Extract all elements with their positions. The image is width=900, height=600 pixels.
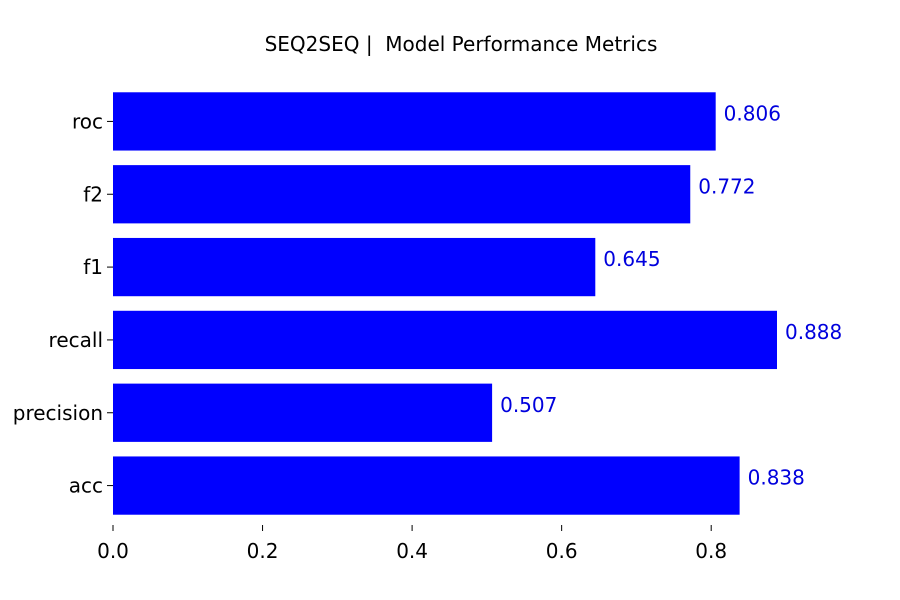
y-tick-label-recall: recall [49,328,103,352]
value-label-recall: 0.888 [785,320,842,344]
x-tick-label-0.6: 0.6 [546,539,578,563]
x-axis: 0.0 0.2 0.4 0.6 0.8 [97,525,727,563]
y-tick-label-f2: f2 [83,182,103,206]
bar-precision [113,383,493,442]
bar-roc [113,92,716,151]
value-label-precision: 0.507 [500,393,557,417]
x-tick-label-0.2: 0.2 [247,539,279,563]
x-tick-label-0.4: 0.4 [396,539,428,563]
bars-layer [113,92,777,515]
value-label-acc: 0.838 [748,466,805,490]
value-label-f1: 0.645 [603,247,660,271]
bar-acc [113,456,740,515]
y-tick-label-acc: acc [69,474,103,498]
y-tick-label-f1: f1 [83,255,103,279]
y-tick-label-precision: precision [13,401,103,425]
bar-f2 [113,165,691,224]
x-tick-label-0.8: 0.8 [695,539,727,563]
bar-f1 [113,237,596,297]
chart-title: SEQ2SEQ | Model Performance Metrics [265,32,658,56]
value-label-roc: 0.806 [724,101,781,125]
x-tick-label-0.0: 0.0 [97,539,129,563]
value-label-f2: 0.772 [698,174,755,198]
y-axis: acc precision recall f1 f2 roc [13,109,113,498]
y-tick-label-roc: roc [72,109,103,133]
value-labels: 0.838 0.507 0.888 0.645 0.772 0.806 [500,101,842,489]
bar-recall [113,310,777,370]
